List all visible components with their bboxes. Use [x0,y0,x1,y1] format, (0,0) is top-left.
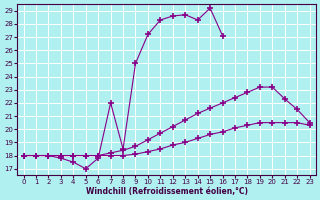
X-axis label: Windchill (Refroidissement éolien,°C): Windchill (Refroidissement éolien,°C) [85,187,248,196]
